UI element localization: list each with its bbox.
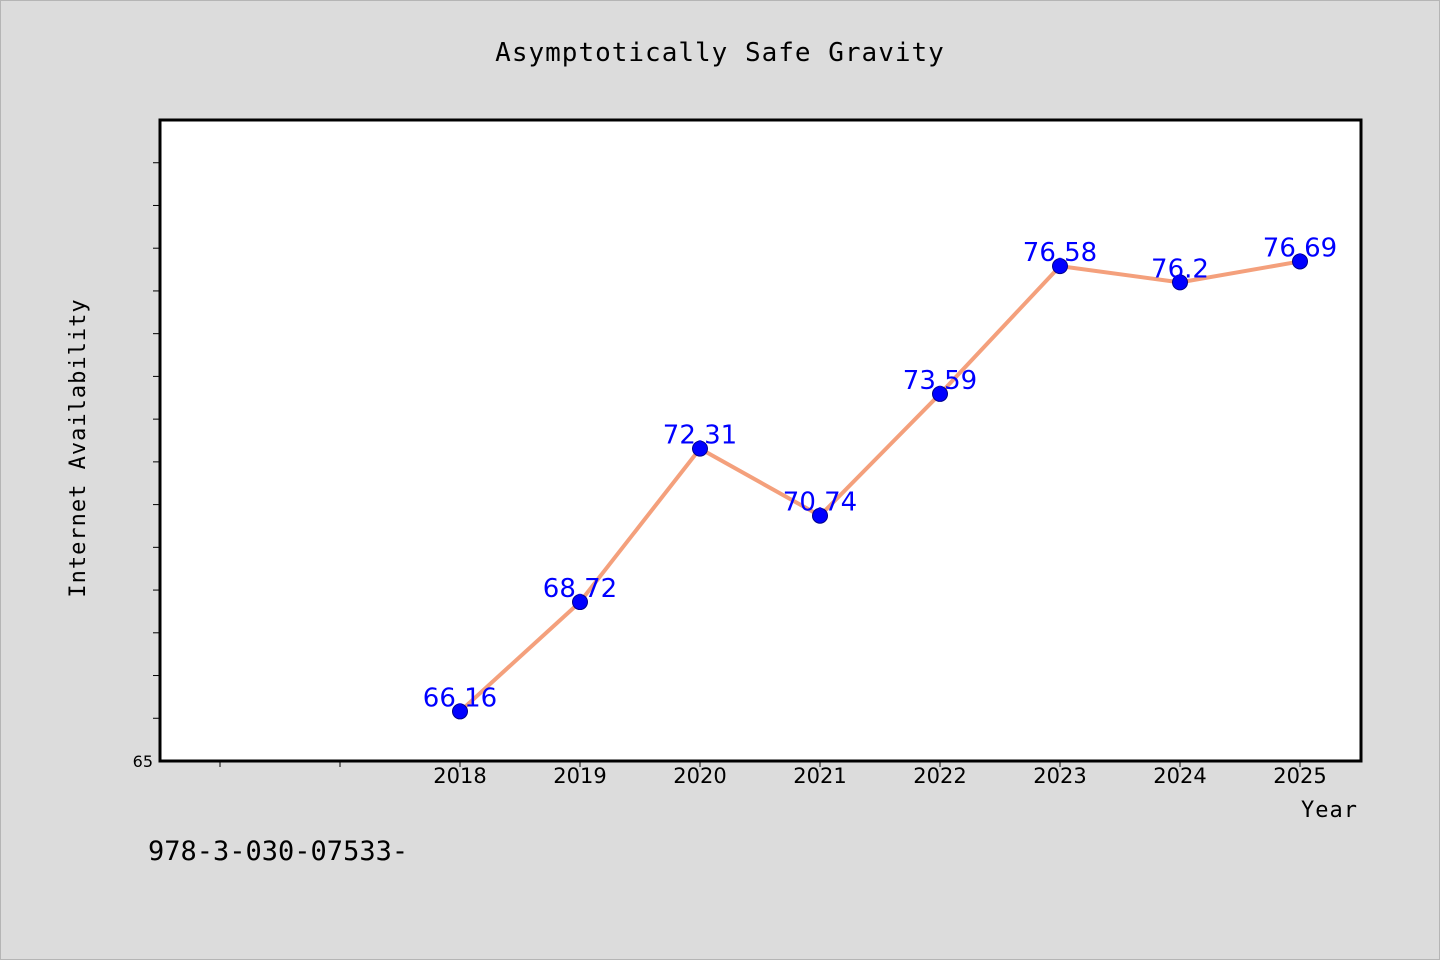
data-point [1292, 253, 1308, 270]
y-axis-ticks: 65 [133, 162, 160, 771]
x-tick-label: 2023 [1033, 764, 1086, 788]
data-point [812, 507, 828, 524]
x-tick-label: 2019 [553, 764, 606, 788]
x-tick-label: 2024 [1153, 764, 1206, 788]
data-label: 76.69 [1263, 233, 1337, 263]
x-tick-label: 2018 [433, 764, 486, 788]
data-point [1172, 274, 1188, 291]
x-tick-label: 2021 [793, 764, 846, 788]
data-point [452, 703, 468, 720]
isbn-footnote: 978-3-030-07533- [148, 836, 409, 867]
y-tick-label: 65 [133, 752, 153, 771]
data-point [1052, 258, 1068, 275]
plot-area [158, 118, 1363, 763]
data-label: 70.74 [783, 488, 857, 518]
data-point [572, 594, 588, 611]
data-point [932, 385, 948, 402]
data-label: 66.16 [423, 683, 497, 713]
data-point [692, 440, 708, 457]
series-line [458, 259, 1301, 713]
x-tick-label: 2025 [1273, 764, 1326, 788]
data-label: 73.59 [903, 366, 977, 396]
series-group: 66.16 68.72 72.31 70.74 73.59 76.58 76.2 76.69 [423, 233, 1337, 720]
chart-title: Asymptotically Safe Gravity [495, 38, 945, 68]
x-tick-label: 2022 [913, 764, 966, 788]
x-tick-label: 2020 [673, 764, 726, 788]
data-label: 72.31 [663, 421, 737, 451]
data-label: 76.58 [1023, 238, 1097, 268]
y-axis-label: Internet Availability [66, 298, 91, 597]
data-label: 68.72 [543, 574, 617, 604]
x-axis-ticks: 2018 2019 2020 2021 2022 2023 2024 2025 [219, 761, 1327, 788]
data-label: 76.2 [1151, 254, 1209, 284]
x-axis-label: Year [1301, 798, 1358, 823]
